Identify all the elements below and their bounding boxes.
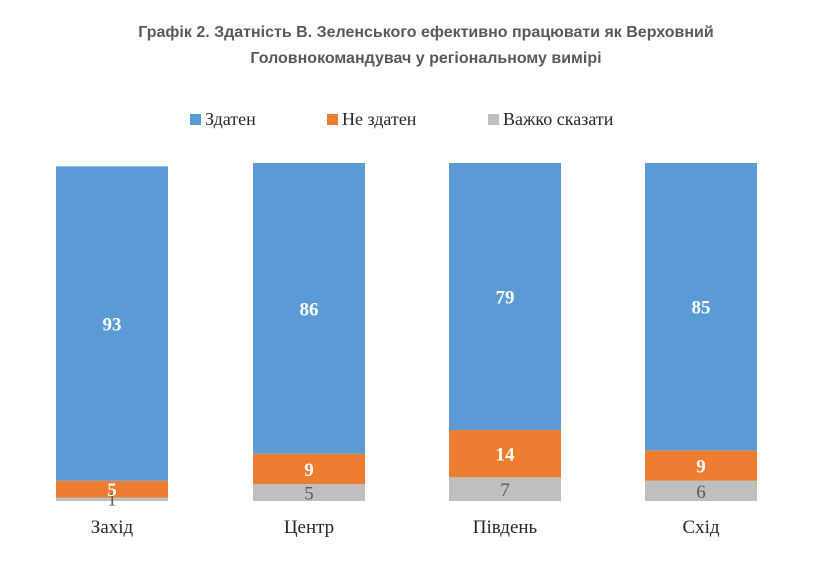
category-label-4: Схід (682, 517, 719, 538)
category-label-1: Захід (91, 517, 134, 538)
data-label-3-3: 79 (496, 288, 515, 309)
chart-title-line-1: Графік 2. Здатність В. Зеленського ефект… (138, 24, 713, 41)
legend-swatch-1 (190, 114, 201, 125)
bar-segment-2-2 (253, 453, 365, 485)
legend-item-1: Здатен (190, 109, 256, 129)
bar-segment-1-3 (56, 166, 168, 481)
legend-item-3: Важко сказати (488, 109, 614, 129)
legend-item-2: Не здатен (327, 109, 417, 129)
data-label-4-3: 85 (692, 298, 711, 319)
data-label-1-3: 93 (103, 315, 122, 336)
data-label-3-2: 14 (496, 445, 516, 466)
data-label-1-1: 1 (107, 489, 117, 510)
data-label-3-1: 7 (500, 480, 510, 501)
bar-segment-4-2 (645, 450, 757, 481)
category-label-3: Південь (473, 517, 538, 538)
data-label-1-2: 5 (107, 480, 117, 501)
bar-segment-3-2 (449, 430, 561, 478)
data-label-2-3: 86 (300, 299, 319, 320)
data-label-4-2: 9 (696, 457, 706, 478)
legend-swatch-3 (488, 114, 499, 125)
bar-segment-3-3 (449, 163, 561, 431)
bar-segment-1-1 (56, 497, 168, 501)
legend-label-1: Здатен (205, 109, 256, 129)
bar-segment-4-3 (645, 163, 757, 451)
data-label-4-1: 6 (696, 482, 706, 503)
data-label-2-2: 9 (304, 460, 314, 481)
bar-segment-2-3 (253, 163, 365, 454)
chart-title-line-2: Головнокомандувач у регіональному вимірі (250, 50, 601, 67)
chart-category-labels: Захід Центр Південь Схід (91, 517, 720, 538)
bar-segment-3-1 (449, 477, 561, 501)
bar-segment-4-1 (645, 480, 757, 501)
bar-segment-2-1 (253, 484, 365, 501)
data-label-2-1: 5 (304, 484, 314, 505)
legend-label-2: Не здатен (342, 109, 417, 129)
chart-legend: Здатен Не здатен Важко сказати (190, 109, 614, 129)
category-label-2: Центр (284, 517, 334, 538)
bar-segment-1-2 (56, 480, 168, 498)
chart-title: Графік 2. Здатність В. Зеленського ефект… (138, 24, 713, 67)
legend-swatch-2 (327, 114, 338, 125)
legend-label-3: Важко сказати (503, 109, 614, 129)
chart-bars (56, 163, 757, 501)
